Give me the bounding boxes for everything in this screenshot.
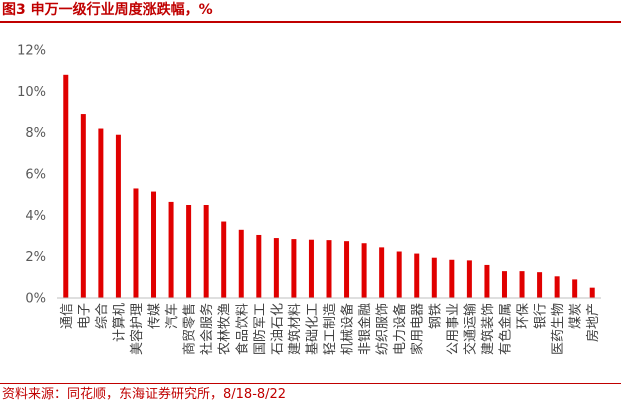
bar (572, 279, 578, 298)
figure-title: 图3 申万一级行业周度涨跌幅，% (2, 2, 213, 18)
x-tick-label: 通信 (60, 303, 75, 329)
bar (379, 247, 385, 298)
bar (501, 271, 507, 298)
bar (344, 241, 350, 298)
x-tick-label: 食品饮料 (234, 303, 250, 355)
bar (273, 238, 279, 298)
x-tick-label: 商贸零售 (182, 303, 198, 355)
bar (291, 239, 297, 298)
bar (326, 240, 332, 298)
x-tick-label: 有色金属 (497, 303, 513, 355)
y-axis: 0% 2% 4% 6% 8% 10% 12% (17, 44, 46, 307)
x-tick-label: 美容护理 (129, 303, 145, 355)
bar (361, 243, 367, 298)
bar-chart: 0% 2% 4% 6% 8% 10% 12% 通信 电子 综合 计算机 美容护理 传媒 汽车 商贸零售 社会… (17, 44, 601, 356)
bar (519, 271, 525, 298)
x-tick-label: 传媒 (148, 303, 163, 329)
bar (63, 74, 69, 298)
x-tick-label: 房地产 (585, 303, 601, 342)
x-tick-label: 电力设备 (392, 303, 408, 355)
x-tick-label: 机械设备 (340, 303, 356, 355)
y-tick-label: 4% (25, 209, 46, 224)
bar (151, 191, 157, 298)
bar (221, 221, 227, 298)
x-tick-label: 交通运输 (462, 303, 478, 355)
y-tick-label: 2% (25, 250, 46, 265)
y-tick-label: 12% (17, 44, 46, 59)
bar (589, 287, 595, 298)
x-tick-label: 钢铁 (428, 303, 443, 329)
x-tick-label: 银行 (534, 303, 549, 329)
y-tick-label: 8% (25, 126, 46, 141)
x-tick-label: 公用事业 (446, 303, 461, 355)
x-tick-label: 非银金融 (357, 303, 373, 355)
bar (186, 205, 192, 298)
bar (537, 272, 543, 298)
x-tick-label: 汽车 (164, 303, 180, 329)
bar (449, 259, 455, 298)
bar (238, 229, 244, 298)
x-tick-label: 综合 (95, 303, 110, 329)
bar (396, 251, 402, 298)
bar (98, 128, 104, 298)
x-tick-label: 农林牧渔 (218, 303, 233, 355)
bar (203, 205, 209, 298)
x-tick-label: 纺织服饰 (376, 303, 391, 355)
y-tick-label: 10% (17, 85, 46, 100)
bar (466, 260, 472, 298)
title-divider (0, 21, 621, 23)
source-note: 资料来源：同花顺，东海证券研究所，8/18-8/22 (2, 387, 287, 402)
bar (256, 234, 262, 298)
x-tick-label: 计算机 (112, 303, 127, 342)
bar (484, 264, 490, 298)
footer-divider (0, 383, 621, 384)
bar (308, 239, 314, 298)
x-tick-label: 医药生物 (551, 303, 566, 355)
bar (168, 201, 174, 298)
x-tick-label: 煤炭 (569, 303, 584, 329)
bar (414, 253, 420, 298)
x-tick-label: 电子 (77, 303, 92, 329)
x-tick-label: 建筑装饰 (480, 303, 496, 355)
x-tick-label: 环保 (516, 303, 531, 329)
x-tick-label: 基础化工 (305, 303, 320, 355)
bar (80, 114, 86, 298)
bar (554, 276, 560, 298)
x-tick-label: 家用电器 (410, 303, 426, 355)
x-tick-label: 轻工制造 (323, 303, 338, 355)
bar (133, 188, 139, 298)
x-axis: 通信 电子 综合 计算机 美容护理 传媒 汽车 商贸零售 社会服务 农林牧渔 食品饮料 国防军工 石油石… (60, 303, 601, 355)
bars (63, 74, 595, 298)
x-tick-label: 建筑材料 (287, 303, 303, 355)
x-tick-label: 社会服务 (199, 303, 215, 355)
y-tick-label: 6% (25, 168, 46, 183)
bar (115, 134, 121, 298)
bar (431, 257, 437, 298)
y-tick-label: 0% (25, 292, 46, 307)
x-tick-label: 石油石化 (270, 303, 285, 355)
x-tick-label: 国防军工 (252, 303, 268, 355)
